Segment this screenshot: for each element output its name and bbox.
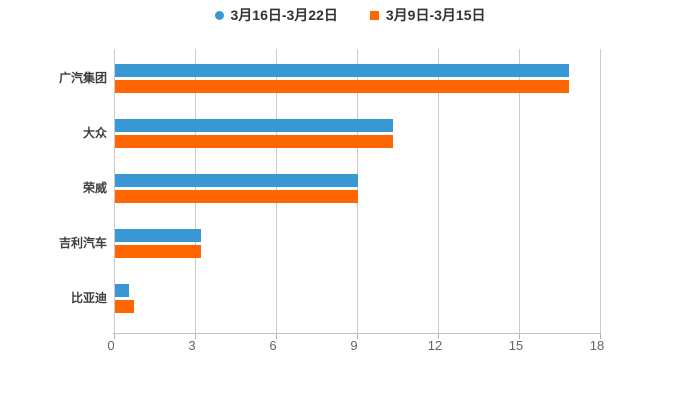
legend-circle-marker-icon (214, 10, 224, 20)
x-axis-line (113, 333, 601, 334)
legend-label: 3月16日-3月22日 (230, 7, 338, 23)
bar[interactable] (115, 190, 358, 203)
bar[interactable] (115, 245, 202, 258)
x-axis-tick-label: 6 (269, 338, 277, 353)
x-axis-tick (438, 334, 439, 339)
legend-label: 3月9日-3月15日 (385, 7, 486, 23)
x-axis-tick (600, 334, 601, 339)
y-axis-category-label: 广汽集团 (58, 71, 107, 85)
x-axis-tick-label: 9 (350, 338, 358, 353)
x-axis-tick-label: 0 (107, 338, 115, 353)
legend: 3月16日-3月22日 3月9日-3月15日 (0, 6, 700, 24)
x-axis-tick (357, 334, 358, 339)
bar[interactable] (115, 174, 358, 187)
x-axis-tick-label: 12 (427, 338, 443, 353)
y-axis-category-label: 比亚迪 (70, 291, 107, 305)
y-axis-category-label: 大众 (82, 126, 107, 140)
bar[interactable] (115, 119, 394, 132)
bar[interactable] (115, 64, 569, 77)
bar[interactable] (115, 229, 202, 242)
bar[interactable] (115, 135, 394, 148)
gridline (519, 49, 520, 333)
legend-item-mar9-mar15[interactable]: 3月9日-3月15日 (369, 6, 486, 24)
x-axis-tick (114, 334, 115, 339)
bar[interactable] (115, 284, 129, 297)
x-axis-tick (276, 334, 277, 339)
x-axis-tick-label: 15 (508, 338, 524, 353)
gridline (600, 49, 601, 333)
bar[interactable] (115, 300, 134, 313)
y-axis-category-label: 吉利汽车 (58, 236, 107, 250)
x-axis-tick (195, 334, 196, 339)
x-axis-tick (519, 334, 520, 339)
bar[interactable] (115, 80, 569, 93)
legend-square-marker-icon (369, 10, 379, 20)
x-axis-tick-label: 18 (589, 338, 605, 353)
y-axis-category-label: 荣威 (82, 181, 107, 195)
legend-item-mar16-mar22[interactable]: 3月16日-3月22日 (214, 6, 338, 24)
gridline (114, 49, 115, 333)
gridline (438, 49, 439, 333)
x-axis-tick-label: 3 (188, 338, 196, 353)
